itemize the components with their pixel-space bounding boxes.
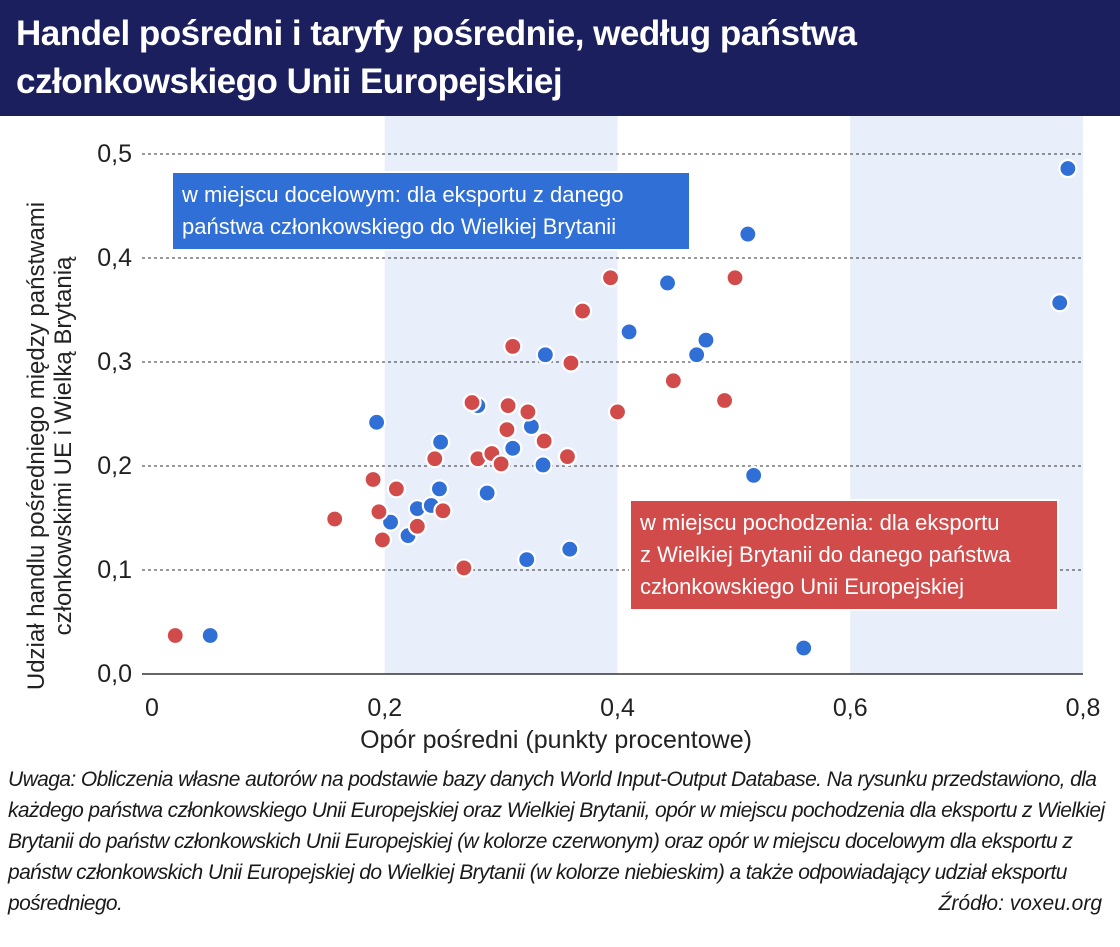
red-point — [433, 501, 453, 521]
red-point — [503, 336, 523, 356]
blue-point — [200, 625, 220, 646]
y-tick-label: 0,3 — [97, 348, 132, 376]
legend-blue-text: państwa członkowskiego do Wielkiej Bryta… — [182, 214, 616, 239]
gridlines — [142, 153, 1083, 675]
blue-point — [738, 224, 758, 244]
blue-point — [1050, 293, 1070, 313]
x-tick-label: 0,4 — [600, 694, 635, 722]
blue-point — [477, 483, 497, 503]
blue-point — [533, 455, 553, 475]
blue-point — [657, 273, 678, 293]
legend-boxes: w miejscu docelowym: dla eksportu z dane… — [171, 171, 1059, 611]
blue-point — [367, 412, 387, 432]
blue-point — [744, 465, 764, 485]
blue-point — [503, 438, 523, 458]
red-point — [534, 431, 554, 451]
legend-red: w miejscu pochodzenia: dla eksportu z Wie… — [629, 499, 1059, 611]
blue-point — [1058, 158, 1078, 179]
chart-title: Handel pośredni i taryfy pośrednie, wedł… — [16, 14, 857, 101]
chart-source: Źródło: voxeu.org — [938, 892, 1102, 915]
x-tick-label: 0,8 — [1066, 694, 1101, 722]
x-axis-ticks: 0 0,2 0,4 0,6 0,8 — [145, 694, 1100, 722]
blue-point — [696, 330, 716, 350]
x-axis-label: Opór pośredni (punkty procentowe) — [360, 726, 752, 754]
red-point — [600, 268, 621, 288]
data-points — [165, 158, 1078, 658]
red-point — [372, 530, 393, 550]
blue-point — [517, 550, 537, 570]
red-point — [369, 502, 389, 522]
red-point — [725, 268, 745, 288]
blue-point — [431, 432, 451, 452]
scatter-chart: 0,0 0,1 0,2 0,3 0,4 0,5 0 0,2 0,4 0,6 0,8 Udział … — [23, 116, 1100, 754]
red-point — [325, 509, 345, 529]
blue-point — [380, 512, 401, 532]
red-point — [714, 390, 735, 411]
red-point — [386, 479, 406, 499]
red-point — [363, 469, 383, 490]
legend-red-text: z Wielkiej Brytanii do danego państwa — [640, 542, 1011, 567]
x-tick-label: 0,2 — [367, 694, 402, 722]
blue-point — [687, 345, 707, 365]
red-point — [572, 301, 593, 321]
x-tick-label: 0,6 — [833, 694, 868, 722]
red-point — [454, 558, 474, 578]
legend-red-text: w miejscu pochodzenia: dla eksportu — [639, 510, 1000, 535]
y-tick-label: 0,0 — [97, 660, 132, 688]
blue-point — [429, 479, 450, 499]
red-point — [607, 402, 628, 422]
title-bar: Handel pośredni i taryfy pośrednie, wedł… — [0, 0, 1120, 116]
y-tick-label: 0,1 — [97, 556, 132, 584]
legend-red-text: członkowskiego Unii Europejskiej — [640, 574, 964, 599]
red-point — [518, 402, 538, 422]
legend-blue-box — [171, 171, 691, 251]
chart-note: Uwaga: Obliczenia własne autorów na pods… — [8, 768, 1105, 915]
legend-blue-text: w miejscu docelowym: dla eksportu z dane… — [181, 182, 623, 207]
blue-point — [560, 539, 580, 559]
y-tick-label: 0,4 — [97, 244, 132, 272]
red-point — [491, 454, 511, 474]
legend-red-box — [629, 499, 1059, 611]
red-point — [663, 371, 683, 391]
y-axis-ticks: 0,0 0,1 0,2 0,3 0,4 0,5 — [97, 140, 132, 688]
blue-point — [794, 638, 814, 658]
red-point — [462, 392, 482, 413]
x-tick-label: 0 — [145, 694, 159, 722]
red-point — [557, 447, 578, 467]
blue-point — [535, 345, 555, 365]
blue-point — [619, 322, 639, 342]
y-tick-label: 0,2 — [97, 452, 132, 480]
legend-blue: w miejscu docelowym: dla eksportu z dane… — [171, 171, 691, 251]
y-axis-label: Udział handlu pośredniego między państwa… — [23, 202, 77, 690]
red-point — [561, 353, 581, 373]
red-point — [497, 420, 517, 440]
red-point — [165, 625, 185, 646]
red-point — [425, 449, 445, 469]
red-point — [407, 516, 427, 536]
y-tick-label: 0,5 — [97, 140, 132, 168]
red-point — [498, 396, 518, 416]
